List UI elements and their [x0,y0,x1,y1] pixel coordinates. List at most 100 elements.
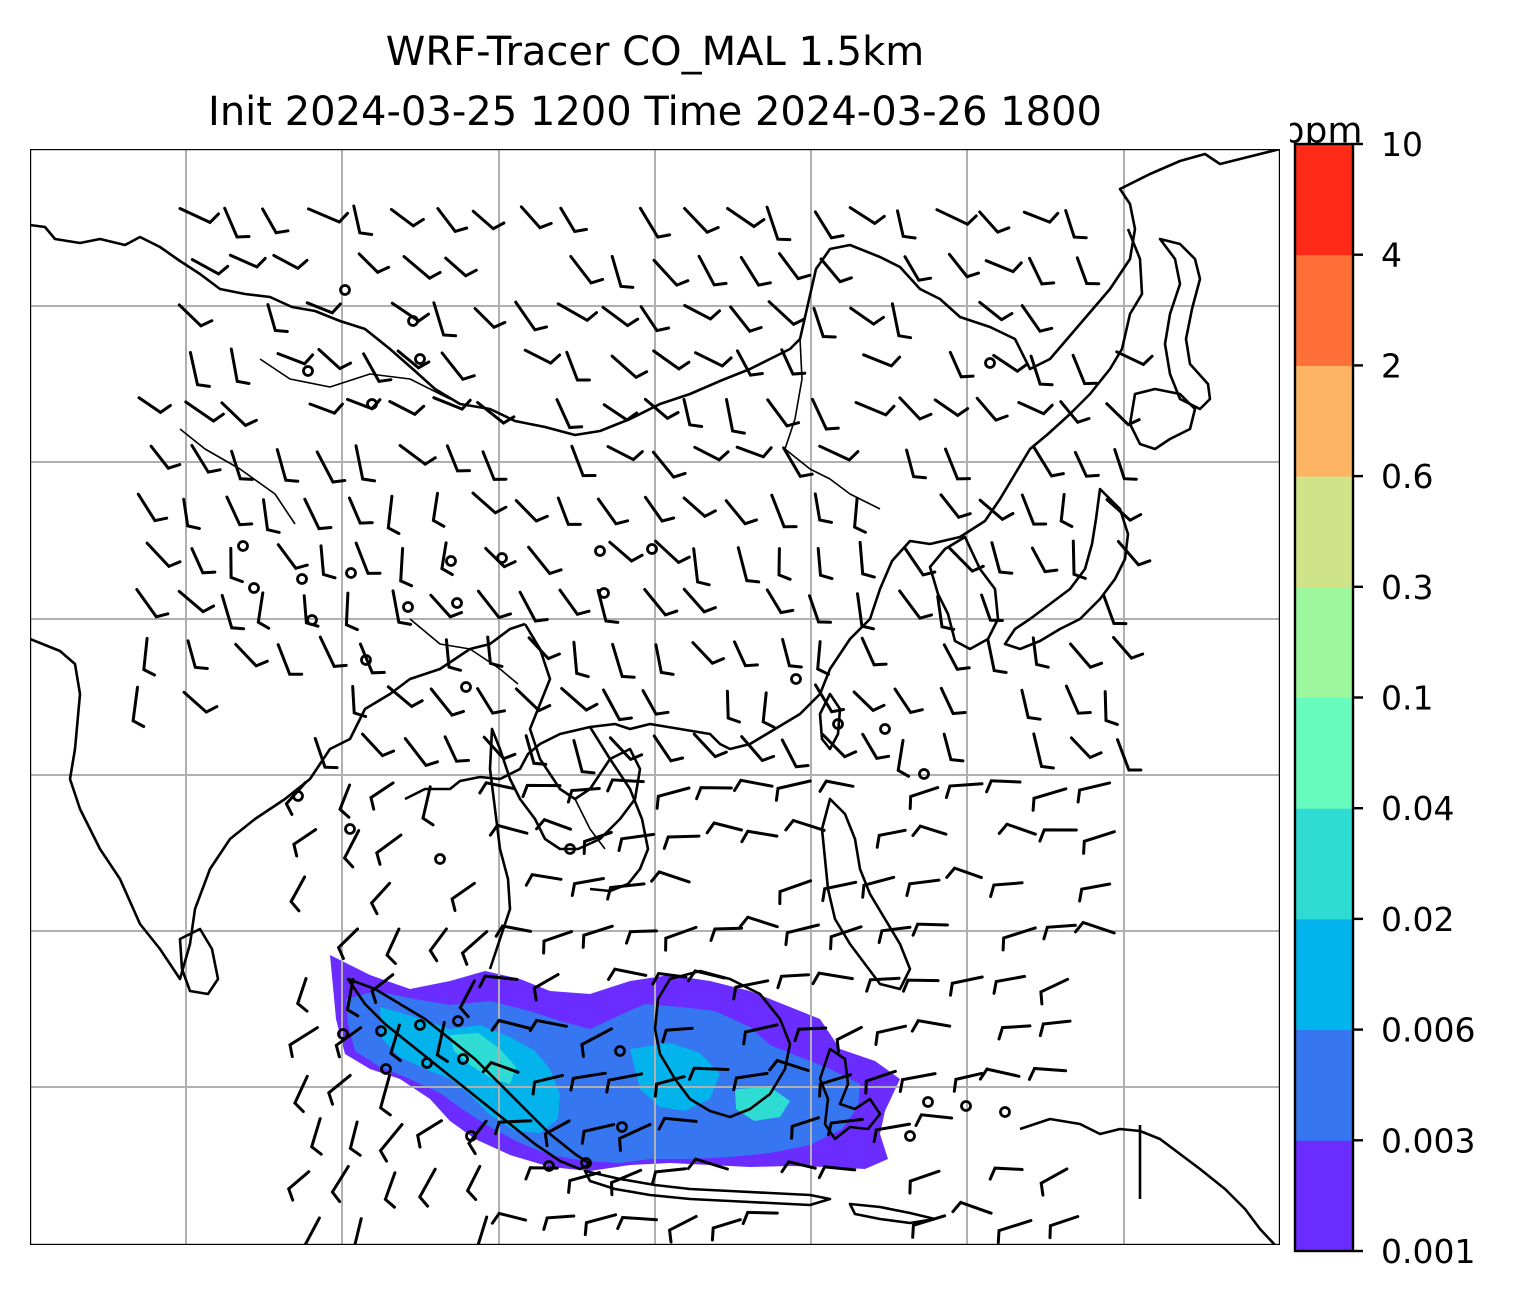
wind-barb [388,400,426,417]
wind-barb [315,450,347,484]
wind-barb [944,782,984,799]
wind-barb [288,1026,319,1059]
wind-barb [478,781,516,795]
colorbar-tick-label: 4 [1381,236,1402,275]
wind-barb [898,1072,937,1093]
wind-barb [710,1218,742,1242]
wind-barb [396,349,431,370]
wind-barb [486,635,504,668]
wind-barb [725,689,741,724]
wind-barb [652,734,685,763]
wind-barb [565,350,591,382]
wind-barb [440,541,454,577]
wind-barb [330,1165,350,1203]
wind-barb [641,689,670,716]
wind-barb [570,444,597,478]
wind-barb [1103,690,1119,726]
calm-marker [237,540,249,552]
wind-barb [182,690,219,714]
wind-barb [651,971,688,986]
wind-barb [683,304,721,321]
calm-wind-markers [237,284,1011,1172]
wind-barb [342,829,361,869]
wind-barb [1102,593,1128,626]
wind-barb [650,870,691,884]
wind-barb [1075,256,1101,286]
wind-barb [609,1168,643,1197]
wind-barb [136,492,169,523]
wind-barb [877,925,912,944]
colorbar-tick-label: 2 [1381,346,1402,385]
wind-barb [691,641,725,665]
wind-barb [947,252,980,279]
wind-barb [542,930,574,955]
wind-barb [735,349,764,377]
wind-barb [682,398,704,428]
wind-barb [821,733,858,759]
wind-barb [816,547,834,581]
wind-barb [608,540,644,563]
calm-marker [302,365,314,377]
wind-barb [816,640,830,676]
wind-barb [733,640,759,668]
wind-barb [560,687,599,712]
colorbar-frame [1293,142,1355,1253]
calm-marker [614,1045,626,1057]
wind-barb [812,306,837,339]
wind-barb [813,492,833,524]
wind-barb [580,1027,613,1058]
wind-barb [736,546,761,584]
plot-title-line1: WRF-Tracer CO_MAL 1.5km [385,29,925,75]
wind-barb [514,687,552,713]
calm-marker [457,1053,469,1065]
calm-marker [984,357,996,369]
wind-barb [818,1073,853,1098]
wind-barb [767,300,806,327]
wind-barb [781,638,803,669]
wind-barb [896,738,911,778]
wind-barb [818,779,855,793]
wind-barb [777,547,792,581]
wind-barb [821,880,858,903]
colorbar-band [1295,144,1353,256]
colorbar-tick-label: 0.1 [1381,679,1433,718]
wind-barb [494,924,533,938]
colorbar-band [1295,365,1353,477]
wind-barb [852,690,886,713]
wind-barb [527,636,561,661]
wind-barb [939,686,967,716]
wind-barb [370,973,395,1004]
wind-barb [1071,353,1099,386]
wind-barb [542,1214,576,1231]
wind-barb [313,736,339,770]
wind-barb [735,445,773,459]
wind-barb [996,1219,1033,1245]
wind-barb [790,1116,821,1140]
wind-barb [944,447,971,481]
wind-barb [137,396,172,415]
coastline-new-guinea [1019,1117,1276,1245]
calm-marker [380,1063,392,1075]
wind-barb [611,642,636,679]
wind-barb [732,1071,769,1092]
wind-barb [353,1217,363,1245]
calm-marker [904,1130,916,1142]
wind-barb [391,589,413,626]
wind-barb [445,444,471,473]
wind-barb [523,348,562,365]
wind-barb [898,589,933,620]
wind-barb [652,258,690,287]
wind-barb [1038,1019,1072,1038]
calm-marker [296,573,308,585]
wind-barb [643,495,676,523]
wind-barb [997,1024,1032,1041]
calm-marker [339,284,351,296]
wind-barb [693,445,730,462]
wind-barb [829,925,863,951]
wind-barb [942,732,965,763]
wind-barb [348,1120,362,1157]
wind-barb [309,1117,323,1156]
wind-barb [481,1060,520,1074]
wind-barb [618,1123,652,1152]
wind-barb [428,927,448,963]
